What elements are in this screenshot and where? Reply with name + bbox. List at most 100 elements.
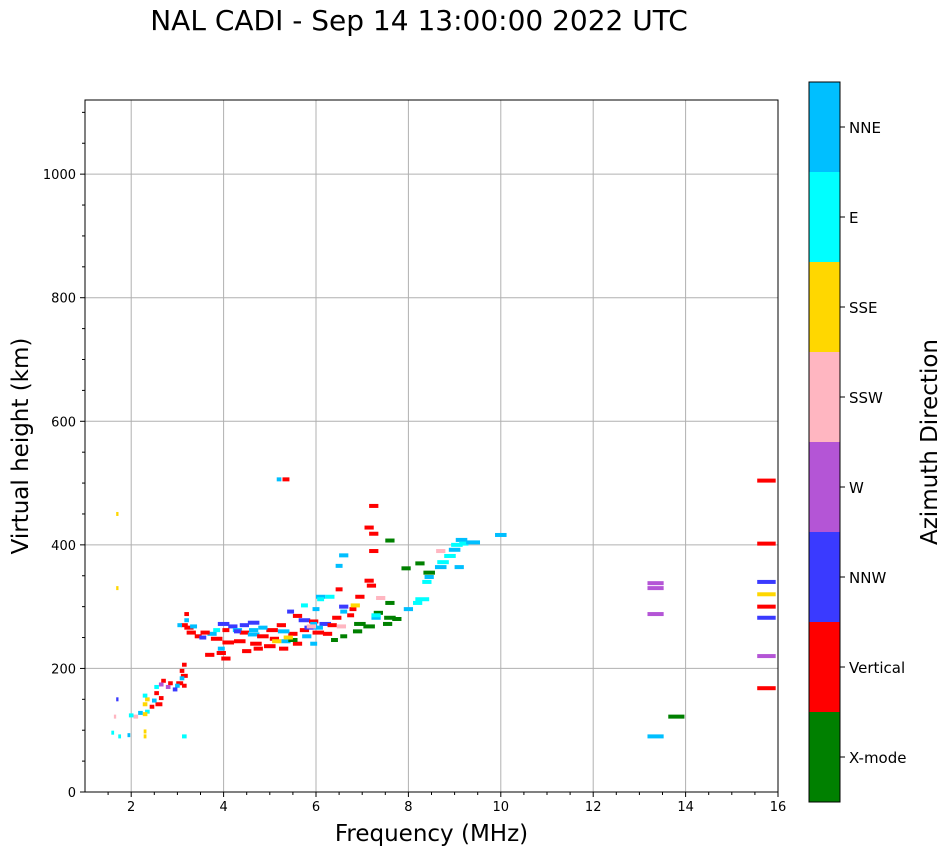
data-point (288, 631, 298, 636)
data-point (327, 623, 337, 628)
data-point (149, 704, 155, 709)
data-point (313, 625, 323, 630)
data-point (133, 714, 139, 719)
data-point (340, 609, 348, 614)
data-point (413, 600, 423, 605)
data-point (339, 553, 349, 558)
data-point (451, 542, 463, 547)
data-point (757, 615, 776, 620)
data-point (127, 733, 131, 738)
data-point (757, 592, 776, 597)
data-point (222, 640, 234, 645)
data-point (179, 668, 185, 673)
data-point (233, 629, 241, 634)
data-point (335, 563, 343, 568)
data-point (151, 698, 157, 703)
data-point (757, 654, 776, 659)
data-point (207, 631, 217, 636)
data-point (466, 540, 481, 545)
data-point (199, 635, 207, 640)
data-point (325, 594, 335, 599)
data-point (292, 613, 303, 618)
data-point (233, 639, 246, 644)
data-point (116, 511, 119, 516)
x-tick-label: 8 (404, 800, 412, 815)
colorbar-label: Azimuth Direction (917, 339, 943, 545)
data-point (138, 710, 143, 715)
data-point (436, 549, 446, 554)
data-point (176, 681, 184, 686)
data-point (279, 646, 289, 651)
data-point (354, 621, 366, 626)
data-point (217, 646, 225, 651)
data-point (228, 624, 238, 629)
x-axis-label: Frequency (MHz) (335, 821, 528, 847)
colorbar-segment (809, 442, 840, 532)
data-point (184, 618, 189, 623)
data-point (366, 583, 377, 588)
data-point (292, 641, 303, 646)
data-point (213, 628, 221, 633)
data-point (331, 638, 338, 643)
colorbar-tick-label: SSE (849, 299, 878, 317)
data-point (154, 684, 159, 689)
data-point (222, 628, 230, 633)
plot-frame (84, 99, 779, 793)
data-point (459, 541, 469, 546)
data-point (309, 619, 319, 624)
data-points (111, 477, 776, 739)
colorbar-frame (808, 81, 841, 803)
data-point (257, 634, 269, 639)
data-point (239, 623, 250, 628)
data-point (757, 541, 776, 546)
data-point (282, 477, 290, 482)
data-point (363, 624, 375, 629)
data-point (217, 621, 230, 626)
data-point (369, 549, 379, 554)
y-tick-label: 800 (51, 292, 76, 307)
data-point (179, 676, 185, 681)
colorbar-tick-label: NNW (849, 569, 886, 587)
data-point (444, 553, 456, 558)
data-point (247, 620, 260, 625)
data-point (118, 734, 122, 739)
data-point (364, 525, 374, 530)
data-point (350, 603, 360, 608)
data-point (422, 579, 432, 584)
data-point (190, 624, 198, 629)
data-point (371, 615, 381, 620)
data-point (158, 682, 164, 687)
data-point (182, 662, 187, 667)
data-point (180, 673, 188, 678)
colorbar-tick-label: SSW (849, 389, 883, 407)
data-point (384, 615, 396, 620)
data-point (210, 636, 223, 641)
data-point (142, 712, 148, 717)
colorbar-segment (809, 622, 840, 712)
data-point (184, 625, 194, 630)
data-point (310, 621, 318, 626)
data-point (306, 624, 316, 629)
data-point (145, 697, 150, 702)
data-point (200, 630, 210, 635)
x-tick-label: 6 (312, 800, 320, 815)
x-tick-label: 12 (585, 800, 602, 815)
data-point (434, 565, 447, 570)
data-point (116, 697, 119, 702)
data-point (287, 609, 295, 614)
data-point (319, 621, 332, 626)
data-point (757, 686, 776, 691)
colorbar-segment (809, 352, 840, 442)
data-point (415, 561, 425, 566)
data-point (401, 566, 411, 571)
data-point (258, 625, 268, 630)
data-point (128, 713, 134, 718)
colorbar-tick-label: E (849, 209, 858, 227)
data-point (437, 560, 449, 565)
data-point (448, 547, 461, 552)
y-tick-label: 1000 (43, 168, 76, 183)
data-point (158, 696, 164, 701)
data-point (194, 634, 202, 639)
y-tick-label: 400 (51, 539, 76, 554)
data-point (186, 630, 196, 635)
